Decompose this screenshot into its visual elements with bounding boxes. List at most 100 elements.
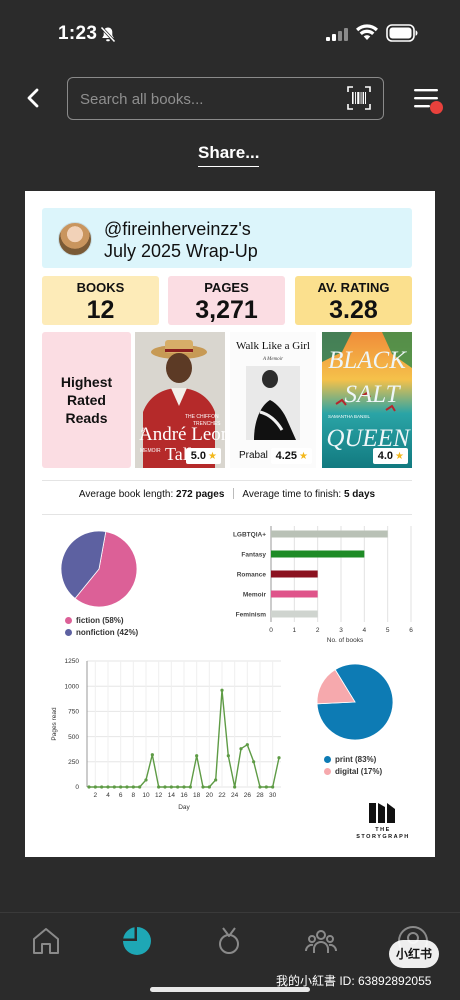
bell-off-icon [100,26,116,43]
y-tick-label: 500 [68,734,79,741]
stat-average-rating: AV. RATING 3.28 [295,276,412,325]
x-tick-label: 4 [363,627,367,634]
book-cover-3[interactable]: BLACK SALT QUEEN SAMANTHA BANSIL 4.0 ★ [322,332,412,468]
category-label: LGBTQIA+ [233,531,266,538]
x-tick-label: 26 [244,792,252,799]
data-point [176,785,180,789]
legend-dot [324,767,331,775]
home-icon[interactable] [30,925,62,957]
data-point [125,785,129,789]
search-box[interactable] [67,77,384,120]
legend-dot [65,628,72,636]
data-point [195,754,199,758]
bar [271,550,365,558]
avg-length-value: 272 pages [176,489,225,500]
avg-length-label: Average book length: [78,489,174,500]
data-point [245,743,249,747]
divider [42,480,412,481]
data-point [119,785,123,789]
cover-text: BLACK [328,347,407,374]
x-tick-label: 20 [206,792,214,799]
star-icon: ★ [208,451,217,462]
star-icon: ★ [395,451,404,462]
y-tick-label: 1250 [65,658,80,665]
stat-books: BOOKS 12 [42,276,159,325]
data-point [144,778,148,782]
community-icon[interactable] [305,925,337,957]
data-point [169,785,173,789]
book-cover-2[interactable]: Walk Like a Girl A Memoir Prabal 4.25 ★ [230,332,316,468]
book-cover-1[interactable]: THE CHIFFON TRENCHES A André Leon MEMOIR… [135,332,225,468]
search-input[interactable] [80,88,330,110]
legend-dot [324,755,331,763]
rating-value: 4.25 [275,450,298,462]
menu-icon[interactable] [413,86,443,114]
stat-pages: PAGES 3,271 [168,276,285,325]
avatar [58,222,92,256]
separator [233,488,235,499]
data-point [106,785,110,789]
stats-icon[interactable] [121,925,153,957]
x-tick-label: 0 [269,627,273,634]
data-point [112,785,116,789]
stat-label: PAGES [204,280,249,295]
data-point [258,785,262,789]
rating-value: 4.0 [377,450,394,462]
y-tick-label: 250 [68,759,79,766]
data-point [157,785,161,789]
y-tick-label: 750 [68,709,79,716]
pie-slice [316,669,356,705]
data-point [163,785,167,789]
challenges-icon[interactable] [213,925,245,957]
rating-value: 5.0 [190,450,207,462]
legend-item: nonfiction (42%) [65,627,138,639]
averages-line: Average book length: 272 pages Average t… [42,488,412,500]
x-tick-label: 18 [193,792,201,799]
wifi-icon [356,24,378,40]
category-label: Feminism [236,611,267,618]
data-point [226,754,230,758]
data-point [264,785,268,789]
book-cover-art: BLACK SALT QUEEN SAMANTHA BANSIL [322,332,412,468]
x-tick-label: 6 [119,792,123,799]
legend-label: print (83%) [335,755,377,764]
cover-text: SALT [344,381,401,408]
storygraph-logo-icon [369,803,395,823]
storygraph-logo-text: THE STORYGRAPH [351,827,415,841]
share-link[interactable]: Share... [198,143,260,167]
x-tick-label: 2 [316,627,320,634]
logo-line: THE [375,827,391,833]
highest-rated-label-box: Highest Rated Reads [42,332,131,468]
home-indicator [150,987,310,992]
rating-badge: 4.25 ★ [270,448,312,464]
notification-dot [430,101,443,114]
data-point [138,785,142,789]
legend-label: digital (17%) [335,767,383,776]
x-axis-label: Day [178,804,190,811]
divider [42,514,412,515]
x-tick-label: 24 [231,792,239,799]
data-point [100,785,104,789]
bar [271,610,318,618]
fiction-pie-chart [60,530,138,608]
x-tick-label: 12 [155,792,163,799]
bar [271,590,318,598]
x-axis-label: No. of books [327,637,364,644]
legend-label: nonfiction (42%) [76,628,139,637]
legend-item: fiction (58%) [65,615,138,627]
barcode-scan-icon[interactable] [347,86,371,110]
data-point [220,688,224,692]
back-button[interactable] [22,86,44,110]
pie-slice [60,530,107,600]
legend-item: digital (17%) [324,766,382,778]
cover-text: A [141,428,145,434]
data-point [87,785,91,789]
y-tick-label: 0 [75,784,79,791]
status-time: 1:23 [58,23,98,44]
cover-text: SAMANTHA BANSIL [328,414,371,419]
data-point [201,785,205,789]
rating-badge: 4.0 ★ [372,448,408,464]
xiaohongshu-badge: 小红书 [389,940,439,968]
cellular-signal-icon [326,28,348,41]
